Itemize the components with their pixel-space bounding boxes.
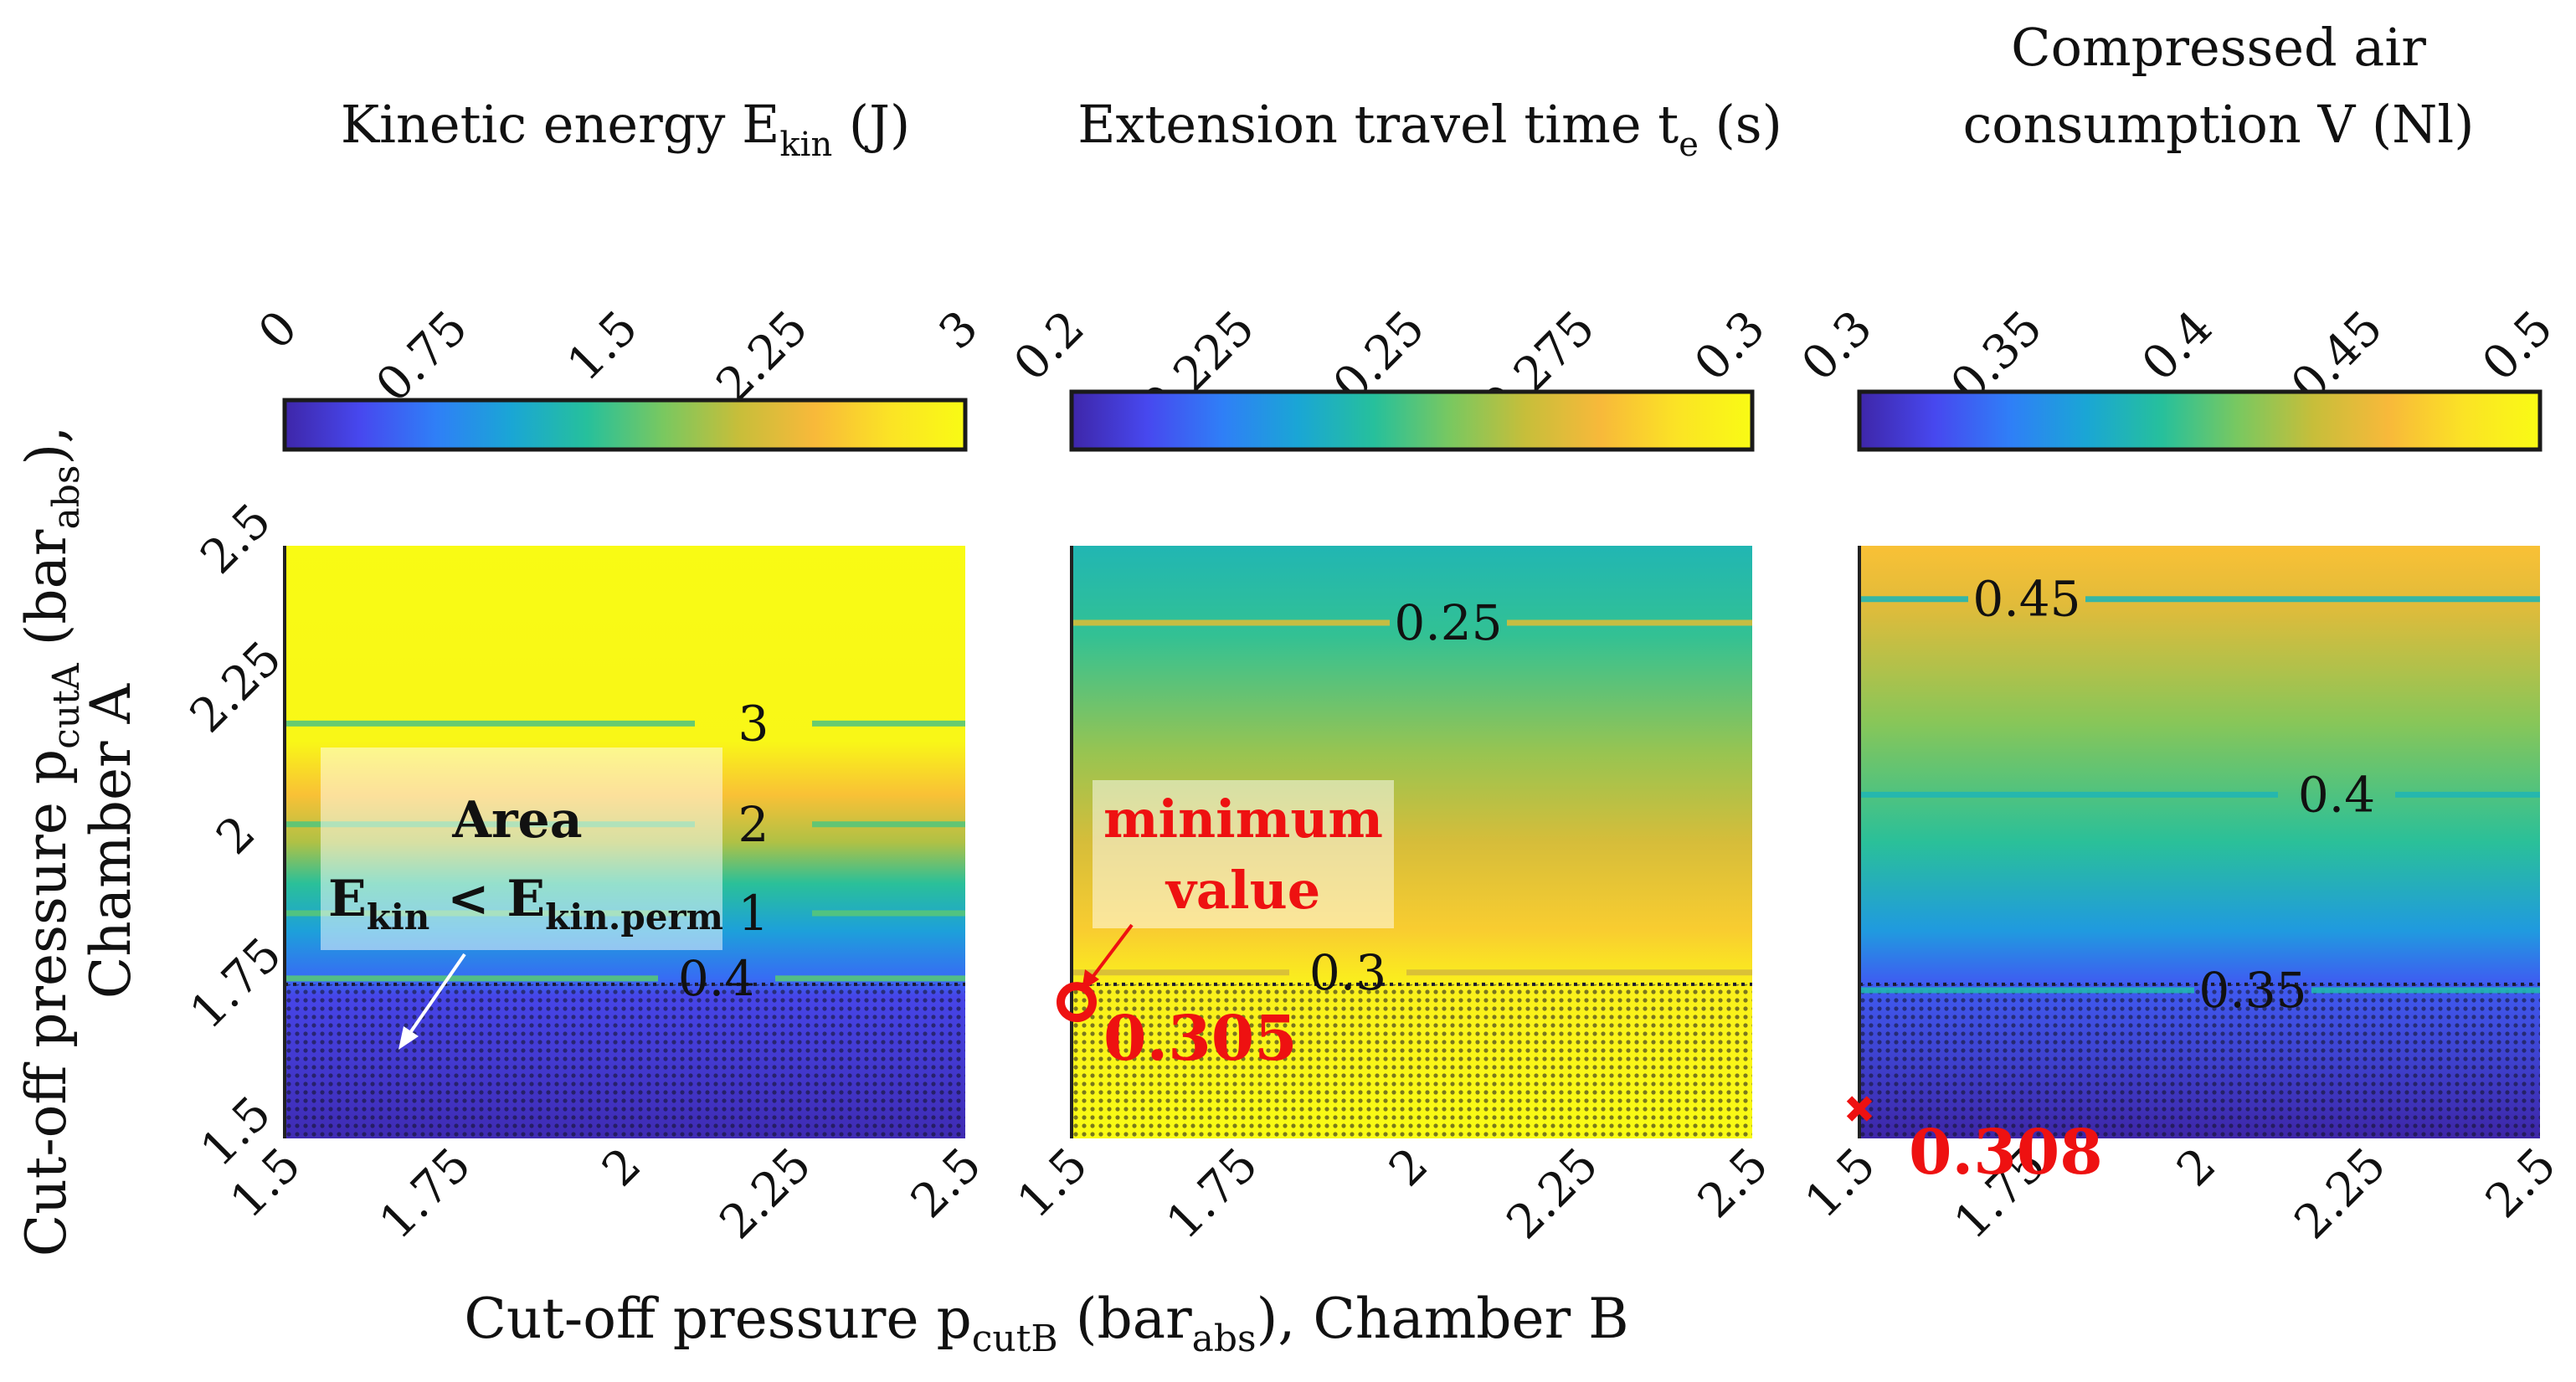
- y-tick-label: 2.25: [180, 631, 292, 743]
- y-tick-label: 2: [206, 805, 265, 865]
- colorbar-tick-label: 0.75: [366, 301, 478, 413]
- colorbar-tick-label: 3: [929, 301, 989, 360]
- colorbar-tick-label: 0.5: [2472, 301, 2563, 392]
- x-tick-label: 1.75: [1156, 1138, 1268, 1250]
- colorbar-tick-label: 0.2: [1004, 301, 1095, 392]
- panel-air-consumption: Compressed air consumption V (Nl) 0.3 0.3…: [1792, 17, 2567, 1250]
- x-tick-label: 2.25: [2285, 1138, 2397, 1250]
- contour-label: 1: [738, 885, 769, 942]
- x-tick-label: 2.5: [901, 1138, 992, 1229]
- x-tick-label: 1.75: [369, 1138, 481, 1250]
- colorbar-kinetic: [282, 398, 968, 452]
- annotation-arrow-area: [406, 953, 466, 1038]
- colorbar-air: [1857, 389, 2543, 452]
- minimum-marker-cross: [1846, 1096, 1873, 1122]
- x-tick-label: 1.5: [1007, 1138, 1098, 1229]
- x-axis-title: Cut-off pressure pcutB (barabs), Chamber…: [464, 1287, 1628, 1360]
- contour-label: 3: [738, 695, 769, 752]
- colorbar-tick-label: 0.3: [1792, 301, 1883, 392]
- x-tick-label: 2: [592, 1138, 651, 1197]
- annotation-box-area: [321, 748, 722, 950]
- annotation-minimum-line2: value: [1165, 860, 1320, 921]
- panel-title-air-line2: consumption V (Nl): [1963, 94, 2475, 155]
- colorbar-tick-label: 0: [249, 301, 308, 360]
- contour-label: 0.3: [1309, 944, 1386, 1001]
- colorbar-tick-label: 1.5: [557, 301, 648, 392]
- minimum-marker-circle: [1057, 982, 1097, 1023]
- x-tick-label: 2.5: [2476, 1138, 2567, 1229]
- x-tick-label: 2: [1379, 1138, 1438, 1197]
- y-tick-label: 2.5: [190, 493, 281, 584]
- annotation-area-condition: Ekin < Ekin.perm: [328, 870, 723, 938]
- contour-label: 0.4: [2298, 766, 2375, 823]
- panel-kinetic-energy: Kinetic energy Ekin (J) 0 0.75 1.5 2.25 3 3 2…: [180, 94, 992, 1250]
- x-tick-label: 2.25: [710, 1138, 822, 1250]
- x-ticks-kinetic: 1.5 1.75 2 2.25 2.5: [220, 1138, 992, 1250]
- y-tick-label: 1.75: [180, 927, 292, 1040]
- minimum-value-air: 0.308: [1909, 1117, 2103, 1189]
- contours-air: 0.45 0.4 0.35: [1859, 571, 2540, 1019]
- colorbar-time: [1069, 389, 1755, 452]
- annotation-arrowhead-area: [398, 1026, 419, 1050]
- contour-label: 0.35: [2198, 962, 2306, 1019]
- hatched-region-air: [1859, 984, 2540, 1138]
- x-tick-label: 2.25: [1497, 1138, 1609, 1250]
- y-axis-title-line2: Chamber A: [79, 682, 143, 999]
- panel-travel-time: Extension travel time te (s) 0.2 0.225 0.2…: [1004, 94, 1782, 1250]
- hatched-region-time: [1072, 984, 1752, 1138]
- colorbar-tick-label: 0.4: [2131, 301, 2223, 392]
- colorbar-tick-label: 2.25: [707, 301, 819, 413]
- panel-title-air-line1: Compressed air: [2011, 17, 2426, 78]
- annotation-arrow-minimum: [1089, 923, 1134, 981]
- colorbar-ticks-kinetic: 0 0.75 1.5 2.25 3: [249, 301, 989, 413]
- annotation-box-minimum: [1093, 780, 1394, 928]
- colorbar-tick-label: 0.3: [1684, 301, 1776, 392]
- panel-title-kinetic-energy: Kinetic energy Ekin (J): [341, 94, 910, 164]
- contours-time: 0.25 0.3: [1072, 594, 1752, 1001]
- annotation-area-heading: Area: [451, 791, 582, 850]
- x-ticks-time: 1.5 1.75 2 2.25 2.5: [1007, 1138, 1779, 1250]
- annotation-minimum-line1: minimum: [1103, 789, 1383, 850]
- contour-label: 2: [738, 796, 769, 853]
- contour-label: 0.25: [1394, 594, 1502, 651]
- y-axis-title-line1: Cut-off pressure pcutA (barabs),: [14, 426, 88, 1256]
- minimum-value-time: 0.305: [1103, 1003, 1298, 1075]
- x-tick-label: 2: [2167, 1138, 2226, 1197]
- contour-label: 0.45: [1972, 571, 2080, 628]
- contour-label: 0.4: [678, 950, 755, 1007]
- hatched-region-kinetic: [285, 984, 965, 1138]
- panel-title-travel-time: Extension travel time te (s): [1077, 94, 1782, 164]
- x-tick-label: 2.5: [1688, 1138, 1779, 1229]
- x-tick-label: 1.5: [1795, 1138, 1886, 1229]
